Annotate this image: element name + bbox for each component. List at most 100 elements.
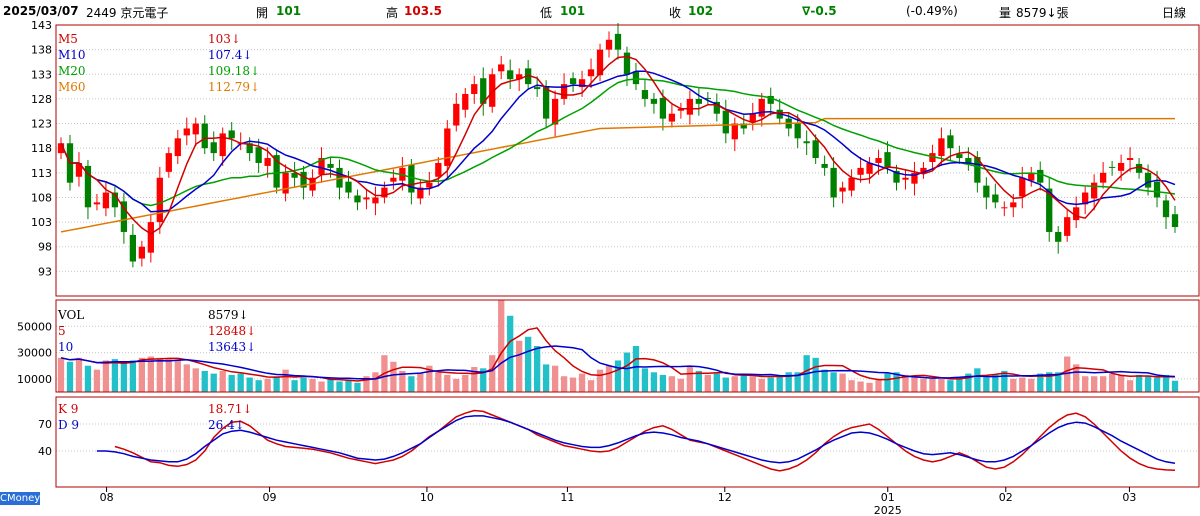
candle-body xyxy=(596,49,604,76)
price-panel xyxy=(57,23,1179,268)
candle-body xyxy=(1028,172,1035,181)
candle-body xyxy=(794,122,801,139)
volume-bar xyxy=(830,372,837,392)
volume-bar xyxy=(120,361,128,392)
kd_legend-legend-value: 26.4↓ xyxy=(208,418,245,432)
candle-body xyxy=(1099,172,1107,183)
volume-bar xyxy=(264,378,271,392)
y-tick-label: 123 xyxy=(31,118,52,131)
candle-body xyxy=(578,79,586,88)
y-tick-label: 113 xyxy=(31,167,52,180)
volume-bar xyxy=(129,360,137,392)
volume-bar xyxy=(965,373,972,392)
low-label: 低 xyxy=(540,6,553,20)
volume-bar xyxy=(1171,380,1179,392)
candle-body xyxy=(210,142,217,154)
candle-body xyxy=(668,113,676,122)
candle-body xyxy=(354,195,361,203)
m10-line xyxy=(60,70,1176,213)
price_legend-legend-value: 112.79↓ xyxy=(208,80,261,94)
kd_legend-legend-value: 18.71↓ xyxy=(208,402,253,416)
volume-bar xyxy=(983,377,990,392)
volume-bar xyxy=(947,380,954,392)
volume-bar xyxy=(722,377,729,392)
candle-body xyxy=(1108,166,1116,168)
y-tick-label: 108 xyxy=(31,191,52,204)
volume-bar xyxy=(1010,378,1017,392)
volume-bar xyxy=(668,376,676,392)
volume-bar xyxy=(821,369,828,392)
candle-body xyxy=(1171,214,1179,228)
volume-bar xyxy=(417,373,424,392)
y-tick-label: 50000 xyxy=(17,320,52,333)
volume-bar xyxy=(435,372,442,392)
candle-body xyxy=(920,167,927,173)
candle-body xyxy=(839,187,846,192)
candle-body xyxy=(713,101,720,114)
candle-body xyxy=(516,74,523,80)
candle-body xyxy=(1153,181,1161,198)
candle-body xyxy=(641,90,649,99)
candle-body xyxy=(731,123,738,140)
candle-body xyxy=(246,143,253,154)
volume-bar xyxy=(480,368,487,392)
candle-body xyxy=(444,128,451,166)
volume-bar xyxy=(453,378,460,392)
volume-bar xyxy=(390,361,397,392)
candle-body xyxy=(758,98,765,117)
y-tick-label: 10000 xyxy=(17,373,52,386)
candle-body xyxy=(560,84,568,99)
volume-bar xyxy=(516,340,523,392)
volume-bar xyxy=(1126,380,1134,392)
kd_legend-legend-name: D 9 xyxy=(58,418,80,432)
quote-header: 2025/03/07 2449 京元電子 開 101 高 103.5 低 101… xyxy=(0,0,1200,22)
y-tick-label: 70 xyxy=(38,418,52,431)
volume_legend-legend-value: 8579↓ xyxy=(208,308,249,322)
candle-body xyxy=(138,246,145,259)
volume-bar xyxy=(309,378,316,392)
volume-bar xyxy=(569,377,577,392)
candle-body xyxy=(111,192,119,208)
candle-body xyxy=(471,84,478,94)
candle-body xyxy=(821,163,828,168)
panel-frame xyxy=(55,396,1200,488)
volume-bar xyxy=(623,352,631,392)
candle-body xyxy=(830,167,837,198)
candle-body xyxy=(129,234,137,262)
y-tick-label: 98 xyxy=(38,241,52,254)
candle-body xyxy=(1064,217,1071,236)
open-label: 開 xyxy=(256,6,269,20)
x-tick-label: 03 xyxy=(1122,491,1136,504)
candle-body xyxy=(291,172,298,178)
candle-body xyxy=(686,98,694,115)
price_legend-legend-value: 107.4↓ xyxy=(208,48,253,62)
candle-body xyxy=(974,157,981,183)
volume-bar xyxy=(542,364,550,392)
close-label: 收 xyxy=(669,6,682,20)
kd-panel xyxy=(96,409,1176,472)
volume-bar xyxy=(758,378,765,392)
price_legend-legend-name: M20 xyxy=(58,64,86,78)
volume-bar xyxy=(1153,377,1161,392)
volume-bar xyxy=(246,377,253,392)
volume-bar xyxy=(1108,373,1116,392)
candle-body xyxy=(884,152,891,168)
volume-bar xyxy=(93,369,101,392)
candle-body xyxy=(875,158,882,163)
candle-body xyxy=(327,163,334,168)
candle-body xyxy=(363,197,370,200)
y-tick-label: 118 xyxy=(31,142,52,155)
cmoney-logo[interactable]: CMoney xyxy=(0,492,41,505)
m5-line xyxy=(60,55,1176,235)
volume-bar xyxy=(525,336,532,392)
y-tick-label: 93 xyxy=(38,265,52,278)
period-selector[interactable]: 日線 xyxy=(1162,6,1187,20)
volume-bar xyxy=(704,374,711,392)
candle-body xyxy=(587,69,595,77)
price_legend-legend-name: M60 xyxy=(58,80,86,94)
candle-body xyxy=(749,113,756,123)
price_legend-legend-name: M5 xyxy=(58,32,78,46)
volume-bar xyxy=(596,369,604,392)
volume-bar xyxy=(102,360,110,392)
volume-bar xyxy=(156,357,163,392)
